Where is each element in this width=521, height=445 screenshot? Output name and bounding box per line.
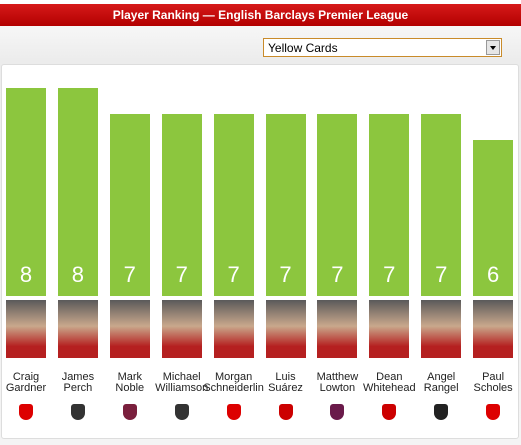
player-name: James Perch [61, 371, 95, 394]
club-badge [19, 404, 33, 420]
club-badge [174, 404, 189, 420]
dropdown-value: Yellow Cards [268, 41, 338, 55]
stat-dropdown[interactable]: Yellow Cards [263, 38, 502, 57]
bar [109, 114, 150, 296]
value-label: 8 [19, 262, 33, 287]
player-photo [213, 300, 254, 358]
player-name: Luis Suárez [268, 371, 303, 394]
bar [213, 114, 254, 296]
player-name: Morgan Schneiderlin [203, 371, 264, 394]
value-label: 7 [435, 262, 448, 287]
player-name: Angel Rangel [423, 371, 459, 394]
chart-title: Player Ranking — English Barclays Premie… [0, 4, 521, 26]
value-label: 6 [486, 262, 500, 287]
value-label: 7 [175, 262, 188, 287]
club-badge [330, 404, 345, 420]
value-label: 7 [279, 262, 292, 287]
bar [421, 114, 462, 296]
player-name: Mark Noble [115, 371, 145, 394]
player-photo [6, 300, 46, 358]
club-badge [434, 404, 449, 420]
bar [6, 88, 46, 296]
player-photo [473, 300, 514, 358]
player-photo [421, 300, 462, 358]
club-badge [122, 404, 137, 420]
bar [57, 88, 98, 296]
value-label: 7 [331, 262, 344, 287]
player-name: Paul Scholes [473, 371, 513, 394]
bar [161, 114, 202, 296]
bar [265, 114, 306, 296]
player-photo [265, 300, 306, 358]
club-badge [382, 404, 397, 420]
player-name: Michael Williamson [155, 371, 209, 394]
club-badge [70, 404, 85, 420]
value-label: 8 [71, 262, 85, 287]
player-name: Matthew Lowton [316, 371, 359, 394]
value-label: 7 [383, 262, 396, 287]
player-photo [161, 300, 202, 358]
club-badge [278, 404, 293, 420]
club-badge [486, 404, 501, 420]
player-photo [317, 300, 358, 358]
value-label: 7 [123, 262, 136, 287]
player-photo [109, 300, 150, 358]
dropdown-arrow[interactable] [486, 40, 500, 55]
bar [369, 114, 410, 296]
value-label: 7 [227, 262, 240, 287]
club-badge [226, 404, 241, 420]
player-name: Dean Whitehead [363, 371, 416, 394]
player-photo [369, 300, 410, 358]
player-name: Craig Gardner [5, 371, 47, 394]
player-photo [57, 300, 98, 358]
bar [317, 114, 358, 296]
bar [473, 140, 514, 296]
